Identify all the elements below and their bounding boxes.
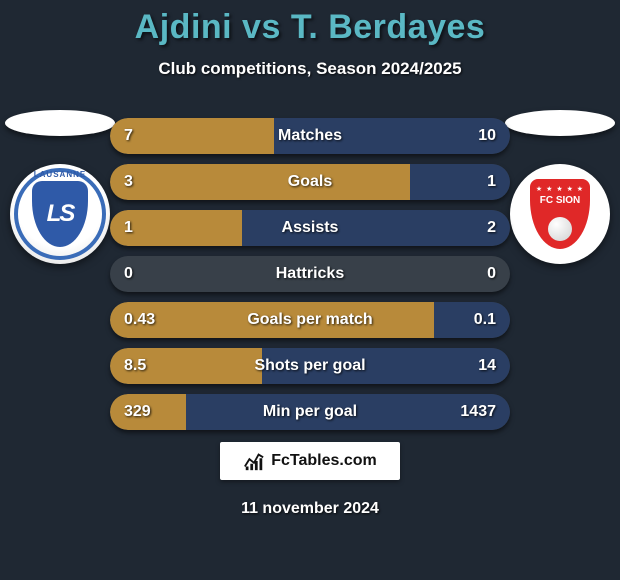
stat-row: 329 1437 Min per goal xyxy=(110,394,510,430)
club-left: LAUSANNE LS xyxy=(0,110,120,264)
shield-icon: ★ ★ ★ ★ ★ FC SION xyxy=(530,179,590,249)
date-text: 11 november 2024 xyxy=(0,500,620,518)
stat-row: 8.5 14 Shots per goal xyxy=(110,348,510,384)
stat-rows: 7 10 Matches 3 1 Goals 1 2 Assists 0 0 Hattricks 0.4… xyxy=(110,118,510,430)
stat-value-left: 0.43 xyxy=(124,311,155,329)
stat-value-left: 0 xyxy=(124,265,133,283)
subtitle: Club competitions, Season 2024/2025 xyxy=(0,59,620,79)
stat-label: Matches xyxy=(278,127,342,145)
stat-bar-left xyxy=(110,164,410,200)
brand-text: FcTables.com xyxy=(271,452,377,470)
club-right-marker xyxy=(505,110,615,136)
stat-value-right: 0.1 xyxy=(474,311,496,329)
crest-ring-icon xyxy=(14,168,106,260)
stat-label: Goals xyxy=(288,173,332,191)
stat-value-right: 2 xyxy=(487,219,496,237)
crest-text: FC SION xyxy=(530,195,590,206)
stat-bar-right xyxy=(434,302,510,338)
stat-value-left: 1 xyxy=(124,219,133,237)
stat-value-left: 329 xyxy=(124,403,151,421)
club-right: ★ ★ ★ ★ ★ FC SION xyxy=(500,110,620,264)
stat-value-right: 14 xyxy=(478,357,496,375)
chart-icon xyxy=(243,450,265,472)
ball-icon xyxy=(548,217,572,241)
stat-value-right: 1437 xyxy=(460,403,496,421)
crest-ring-text: LAUSANNE xyxy=(10,170,110,179)
stat-label: Min per goal xyxy=(263,403,357,421)
stars-icon: ★ ★ ★ ★ ★ xyxy=(530,185,590,193)
stat-label: Hattricks xyxy=(276,265,344,283)
stat-label: Goals per match xyxy=(247,311,372,329)
club-left-marker xyxy=(5,110,115,136)
stat-value-right: 0 xyxy=(487,265,496,283)
brand-badge: FcTables.com xyxy=(220,442,400,480)
stat-row: 0 0 Hattricks xyxy=(110,256,510,292)
stat-value-right: 10 xyxy=(478,127,496,145)
stat-row: 3 1 Goals xyxy=(110,164,510,200)
stat-row: 1 2 Assists xyxy=(110,210,510,246)
stat-row: 7 10 Matches xyxy=(110,118,510,154)
club-right-crest: ★ ★ ★ ★ ★ FC SION xyxy=(510,164,610,264)
stat-value-left: 8.5 xyxy=(124,357,146,375)
stat-row: 0.43 0.1 Goals per match xyxy=(110,302,510,338)
stat-value-left: 3 xyxy=(124,173,133,191)
stat-value-left: 7 xyxy=(124,127,133,145)
club-left-crest: LAUSANNE LS xyxy=(10,164,110,264)
stat-bar-left xyxy=(110,118,274,154)
stat-label: Shots per goal xyxy=(254,357,365,375)
page-title: Ajdini vs T. Berdayes xyxy=(0,0,620,47)
stat-label: Assists xyxy=(282,219,339,237)
stat-value-right: 1 xyxy=(487,173,496,191)
